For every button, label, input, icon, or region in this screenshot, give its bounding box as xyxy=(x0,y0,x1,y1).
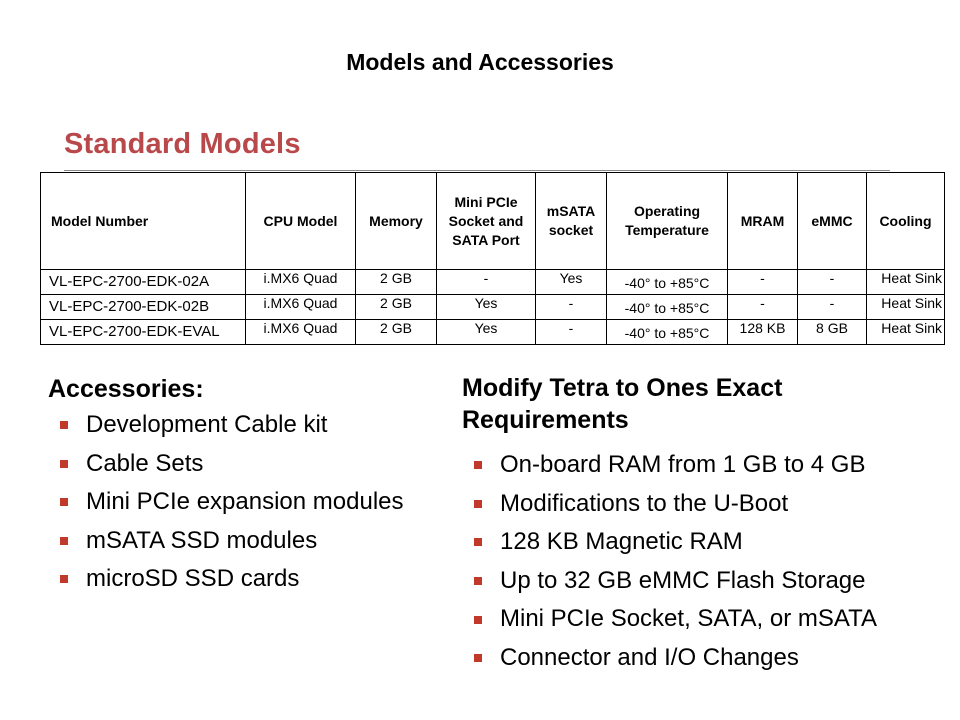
square-bullet-icon xyxy=(60,575,68,584)
list-item-text: microSD SSD cards xyxy=(86,565,300,592)
list-item-text: Connector and I/O Changes xyxy=(500,643,799,671)
square-bullet-icon xyxy=(474,615,482,624)
memory-cell: 2 GB xyxy=(355,269,437,295)
column-header-operating-temperature: Operating Temperature xyxy=(606,172,728,270)
list-item-text: Cable Sets xyxy=(86,449,204,477)
square-bullet-icon xyxy=(60,536,68,545)
square-bullet-icon xyxy=(474,538,482,547)
table-row: VL-EPC-2700-EDK-02A i.MX6 Quad 2 GB - Ye… xyxy=(40,269,945,295)
cpu-model-cell: i.MX6 Quad xyxy=(245,319,356,345)
model-number-cell: VL-EPC-2700-EDK-02A xyxy=(40,269,246,295)
temperature-cell: -40° to +85°C xyxy=(606,319,728,345)
table-row: VL-EPC-2700-EDK-02B i.MX6 Quad 2 GB Yes … xyxy=(40,294,945,320)
list-item-text: mSATA SSD modules xyxy=(86,526,318,554)
emmc-cell: - xyxy=(797,294,867,320)
emmc-cell: 8 GB xyxy=(797,319,867,345)
column-header-mini-pcie: Mini PCIe Socket and SATA Port xyxy=(436,172,536,270)
modify-heading: Modify Tetra to Ones Exact Requirements xyxy=(462,374,783,434)
modify-list: On-board RAM from 1 GB to 4 GB Modificat… xyxy=(462,446,932,678)
list-item-text: Mini PCIe expansion modules xyxy=(86,488,404,515)
list-item: On-board RAM from 1 GB to 4 GB xyxy=(462,446,932,485)
column-header-mram: MRAM xyxy=(727,172,798,270)
column-header-memory: Memory xyxy=(355,172,437,270)
list-item-text: Development Cable kit xyxy=(86,411,328,438)
column-header-emmc: eMMC xyxy=(797,172,867,270)
temperature-cell: -40° to +85°C xyxy=(606,269,728,295)
list-item-text: Mini PCIe Socket, SATA, or mSATA xyxy=(500,605,877,633)
memory-cell: 2 GB xyxy=(355,319,437,345)
list-item: Mini PCIe Socket, SATA, or mSATA xyxy=(462,600,932,639)
list-item: mSATA SSD modules xyxy=(48,522,448,561)
mini-pcie-cell: - xyxy=(436,269,536,295)
square-bullet-icon xyxy=(474,654,482,663)
list-item: Mini PCIe expansion modules xyxy=(48,483,448,522)
list-item: Modifications to the U-Boot xyxy=(462,485,932,524)
cooling-cell: Heat Sink xyxy=(866,269,945,295)
table-row: VL-EPC-2700-EDK-EVAL i.MX6 Quad 2 GB Yes… xyxy=(40,319,945,345)
cooling-cell: Heat Sink xyxy=(866,319,945,345)
msata-cell: - xyxy=(535,319,607,345)
square-bullet-icon xyxy=(60,498,68,507)
list-item-text: Up to 32 GB eMMC Flash Storage xyxy=(500,566,866,594)
accessories-list: Development Cable kit Cable Sets Mini PC… xyxy=(48,406,448,599)
cpu-model-cell: i.MX6 Quad xyxy=(245,269,356,295)
heading-divider xyxy=(64,170,890,171)
square-bullet-icon xyxy=(474,461,482,470)
standard-models-table: Model Number CPU Model Memory Mini PCIe … xyxy=(40,172,945,345)
modify-section: Modify Tetra to Ones Exact Requirements … xyxy=(462,372,932,678)
standard-models-heading: Standard Models xyxy=(64,128,301,160)
msata-cell: - xyxy=(535,294,607,320)
model-number-cell: VL-EPC-2700-EDK-EVAL xyxy=(40,319,246,345)
list-item: microSD SSD cards xyxy=(48,560,448,599)
column-header-msata: mSATA socket xyxy=(535,172,607,270)
mini-pcie-cell: Yes xyxy=(436,294,536,320)
column-header-cpu-model: CPU Model xyxy=(245,172,356,270)
list-item: Connector and I/O Changes xyxy=(462,639,932,678)
column-header-cooling: Cooling xyxy=(866,172,945,270)
accessories-section: Accessories: Development Cable kit Cable… xyxy=(48,372,448,599)
cpu-model-cell: i.MX6 Quad xyxy=(245,294,356,320)
mram-cell: - xyxy=(727,269,798,295)
column-header-model-number: Model Number xyxy=(40,172,246,270)
list-item-text: 128 KB Magnetic RAM xyxy=(500,528,743,556)
emmc-cell: - xyxy=(797,269,867,295)
square-bullet-icon xyxy=(60,421,68,430)
mram-cell: 128 KB xyxy=(727,319,798,345)
temperature-cell: -40° to +85°C xyxy=(606,294,728,320)
list-item: Up to 32 GB eMMC Flash Storage xyxy=(462,562,932,601)
msata-cell: Yes xyxy=(535,269,607,295)
cooling-cell: Heat Sink xyxy=(866,294,945,320)
memory-cell: 2 GB xyxy=(355,294,437,320)
square-bullet-icon xyxy=(60,459,68,468)
list-item: Cable Sets xyxy=(48,445,448,484)
square-bullet-icon xyxy=(474,499,482,508)
mini-pcie-cell: Yes xyxy=(436,319,536,345)
list-item: Development Cable kit xyxy=(48,406,448,445)
list-item-text: On-board RAM from 1 GB to 4 GB xyxy=(500,451,866,478)
list-item: 128 KB Magnetic RAM xyxy=(462,523,932,562)
slide-title: Models and Accessories xyxy=(346,49,614,75)
mram-cell: - xyxy=(727,294,798,320)
table-header-row: Model Number CPU Model Memory Mini PCIe … xyxy=(40,172,945,270)
square-bullet-icon xyxy=(474,577,482,586)
list-item-text: Modifications to the U-Boot xyxy=(500,489,789,517)
model-number-cell: VL-EPC-2700-EDK-02B xyxy=(40,294,246,320)
accessories-heading: Accessories: xyxy=(48,375,204,403)
